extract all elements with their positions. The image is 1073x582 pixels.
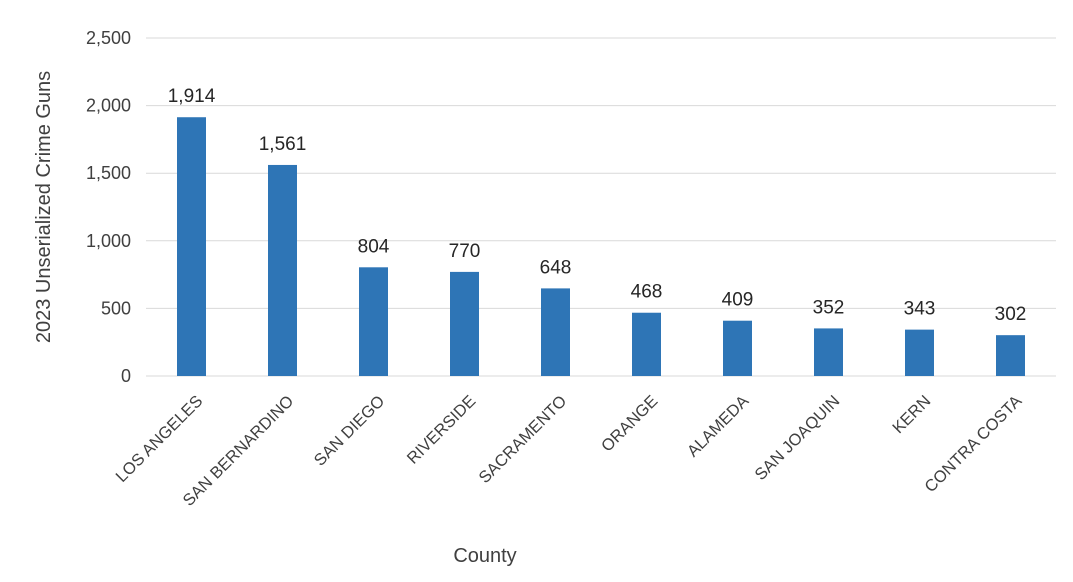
x-category-label: ORANGE: [598, 392, 661, 455]
bar: [905, 329, 934, 376]
data-labels: 1,914 1,561 804 770 648 468 409 352 343 302: [168, 86, 1027, 325]
x-axis-title: County: [453, 545, 516, 567]
data-label: 352: [813, 297, 845, 318]
y-tick-label: 2,000: [86, 96, 131, 116]
data-label: 409: [722, 290, 754, 311]
bar: [450, 271, 479, 376]
gridlines: [146, 37, 1056, 377]
x-category-label: SAN DIEGO: [311, 392, 389, 470]
data-label: 1,914: [168, 86, 216, 107]
y-tick-label: 1,000: [86, 231, 131, 251]
y-axis-title: 2023 Unserialized Crime Guns: [33, 71, 55, 343]
bar: [359, 267, 388, 376]
bars: [177, 117, 1025, 376]
bar: [996, 335, 1025, 376]
x-category-label: KERN: [889, 392, 934, 437]
bar: [268, 164, 297, 376]
data-label: 648: [540, 257, 572, 278]
y-tick-label: 1,500: [86, 163, 131, 183]
data-label: 468: [631, 282, 663, 303]
bar: [723, 320, 752, 376]
y-tick-label: 0: [121, 366, 131, 386]
data-label: 804: [358, 236, 390, 257]
bar: [814, 328, 843, 376]
x-category-label: LOS ANGELES: [113, 392, 207, 486]
data-label: 1,561: [259, 134, 307, 155]
x-category-label: ALAMEDA: [684, 392, 752, 460]
bar: [632, 312, 661, 376]
bar: [541, 288, 570, 376]
x-category-label: RIVERSIDE: [404, 392, 480, 468]
x-category-label: SACRAMENTO: [475, 392, 570, 487]
x-category-label: SAN JOAQUIN: [752, 392, 844, 484]
y-tick-label: 500: [101, 298, 131, 318]
data-label: 343: [904, 299, 936, 320]
x-category-label: CONTRA COSTA: [921, 392, 1025, 496]
bar: [177, 117, 206, 376]
y-tick-label: 2,500: [86, 28, 131, 48]
data-label: 302: [995, 304, 1027, 325]
y-axis-ticks: 0 500 1,000 1,500 2,000 2,500: [86, 28, 131, 386]
data-label: 770: [449, 241, 481, 262]
